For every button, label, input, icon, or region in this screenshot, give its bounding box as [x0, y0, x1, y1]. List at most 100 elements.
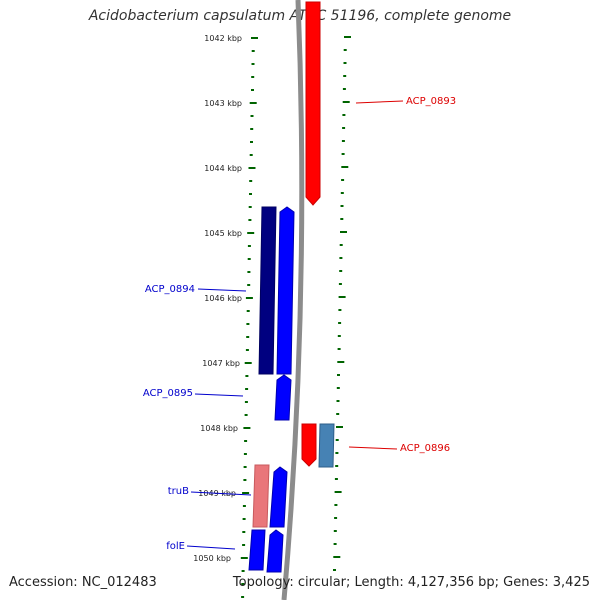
kbp-label-1045: 1045 kbp: [204, 229, 242, 238]
gene-label-acp0895[interactable]: ACP_0895: [143, 388, 193, 399]
minor-tick-left: [250, 128, 254, 130]
minor-tick-right: [336, 387, 340, 389]
minor-tick-left: [244, 414, 248, 416]
minor-tick-right: [335, 452, 339, 454]
gene-arrow-folE-2[interactable]: [266, 529, 284, 573]
minor-tick-left: [243, 479, 247, 481]
minor-tick-left: [249, 154, 253, 156]
minor-tick-left: [248, 219, 252, 221]
minor-tick-left: [242, 544, 246, 546]
minor-tick-right: [338, 283, 342, 285]
callout-acp0896: [348, 446, 398, 450]
minor-tick-left: [246, 310, 250, 312]
minor-tick-right: [343, 62, 347, 64]
minor-tick-left: [243, 453, 247, 455]
minor-tick-left: [251, 76, 255, 78]
major-tick-right: [337, 361, 345, 363]
major-tick-left: [242, 492, 250, 494]
gene-arrow-truB-red[interactable]: [252, 464, 270, 528]
gene-label-folE[interactable]: folE: [166, 541, 185, 552]
minor-tick-left: [245, 388, 249, 390]
minor-tick-left: [247, 284, 251, 286]
gene-arrow-acp0896-blue[interactable]: [318, 423, 335, 468]
major-tick-right: [341, 166, 349, 168]
minor-tick-right: [333, 569, 336, 571]
callout-acp0893: [355, 100, 404, 104]
kbp-label-1044: 1044 kbp: [204, 164, 242, 173]
minor-tick-right: [333, 543, 337, 545]
major-tick-right: [342, 101, 350, 103]
minor-tick-right: [341, 179, 345, 181]
gene-arrow-acp0894-dark[interactable]: [258, 206, 277, 375]
minor-tick-right: [342, 114, 346, 116]
major-tick-left: [244, 362, 252, 364]
major-tick-left: [248, 167, 256, 169]
kbp-label-1046: 1046 kbp: [204, 294, 242, 303]
minor-tick-left: [242, 531, 246, 533]
minor-tick-left: [250, 141, 253, 143]
major-tick-left: [249, 102, 257, 104]
minor-tick-right: [340, 192, 344, 194]
major-tick-right: [336, 426, 343, 428]
tick-marks: [240, 36, 351, 598]
major-tick-right: [333, 556, 341, 558]
gene-arrow-folE-1[interactable]: [248, 529, 266, 571]
minor-tick-left: [241, 596, 245, 598]
minor-tick-left: [246, 323, 250, 325]
minor-tick-right: [334, 478, 338, 480]
minor-tick-left: [247, 258, 251, 260]
kbp-label-1048: 1048 kbp: [200, 424, 238, 433]
minor-tick-left: [244, 401, 248, 403]
gene-label-acp0896[interactable]: ACP_0896: [400, 443, 450, 454]
minor-tick-right: [342, 88, 346, 90]
kbp-label-1042: 1042 kbp: [204, 34, 242, 43]
minor-tick-left: [242, 518, 246, 520]
minor-tick-left: [251, 89, 254, 91]
callout-truB: [190, 491, 252, 496]
genome-backbone: [281, 0, 305, 600]
minor-tick-right: [339, 270, 343, 272]
minor-tick-left: [250, 115, 254, 117]
minor-tick-right: [339, 244, 343, 246]
minor-tick-left: [251, 50, 255, 52]
minor-tick-right: [341, 140, 345, 142]
major-tick-left: [247, 232, 255, 234]
minor-tick-right: [337, 348, 341, 350]
minor-tick-right: [336, 400, 340, 402]
gene-arrow-acp0896-red[interactable]: [301, 423, 317, 467]
minor-tick-right: [342, 127, 346, 129]
minor-tick-right: [335, 439, 339, 441]
major-tick-left: [245, 297, 253, 299]
gene-arrow-acp0894[interactable]: [276, 206, 295, 375]
callout-folE: [186, 545, 236, 550]
major-tick-right: [338, 296, 346, 298]
minor-tick-left: [243, 466, 247, 468]
minor-tick-left: [248, 206, 252, 208]
minor-tick-right: [343, 49, 347, 51]
genome-summary-text: Topology: circular; Length: 4,127,356 bp…: [232, 575, 590, 590]
kbp-label-1043: 1043 kbp: [204, 99, 242, 108]
minor-tick-right: [343, 75, 347, 77]
minor-tick-right: [339, 257, 343, 259]
minor-tick-left: [245, 375, 249, 377]
minor-tick-left: [251, 63, 255, 65]
kbp-labels: 1042 kbp 1043 kbp 1044 kbp 1045 kbp 1046…: [193, 34, 242, 563]
minor-tick-right: [341, 153, 345, 155]
callout-acp0894: [197, 288, 247, 292]
major-tick-right: [334, 491, 342, 493]
minor-tick-left: [241, 583, 245, 585]
gene-arrow-truB-blue[interactable]: [269, 466, 288, 528]
minor-tick-left: [244, 440, 248, 442]
gene-label-truB[interactable]: truB: [168, 486, 189, 497]
gene-arrow-acp0893[interactable]: [305, 1, 321, 206]
minor-tick-right: [337, 374, 340, 376]
minor-tick-left: [241, 570, 245, 572]
minor-tick-right: [335, 465, 339, 467]
minor-tick-right: [337, 335, 341, 337]
minor-tick-right: [340, 205, 344, 207]
gene-label-acp0893[interactable]: ACP_0893: [406, 96, 456, 107]
gene-arrow-acp0895[interactable]: [274, 374, 292, 421]
minor-tick-left: [242, 505, 246, 507]
minor-tick-left: [247, 271, 251, 273]
gene-label-acp0894[interactable]: ACP_0894: [145, 284, 195, 295]
